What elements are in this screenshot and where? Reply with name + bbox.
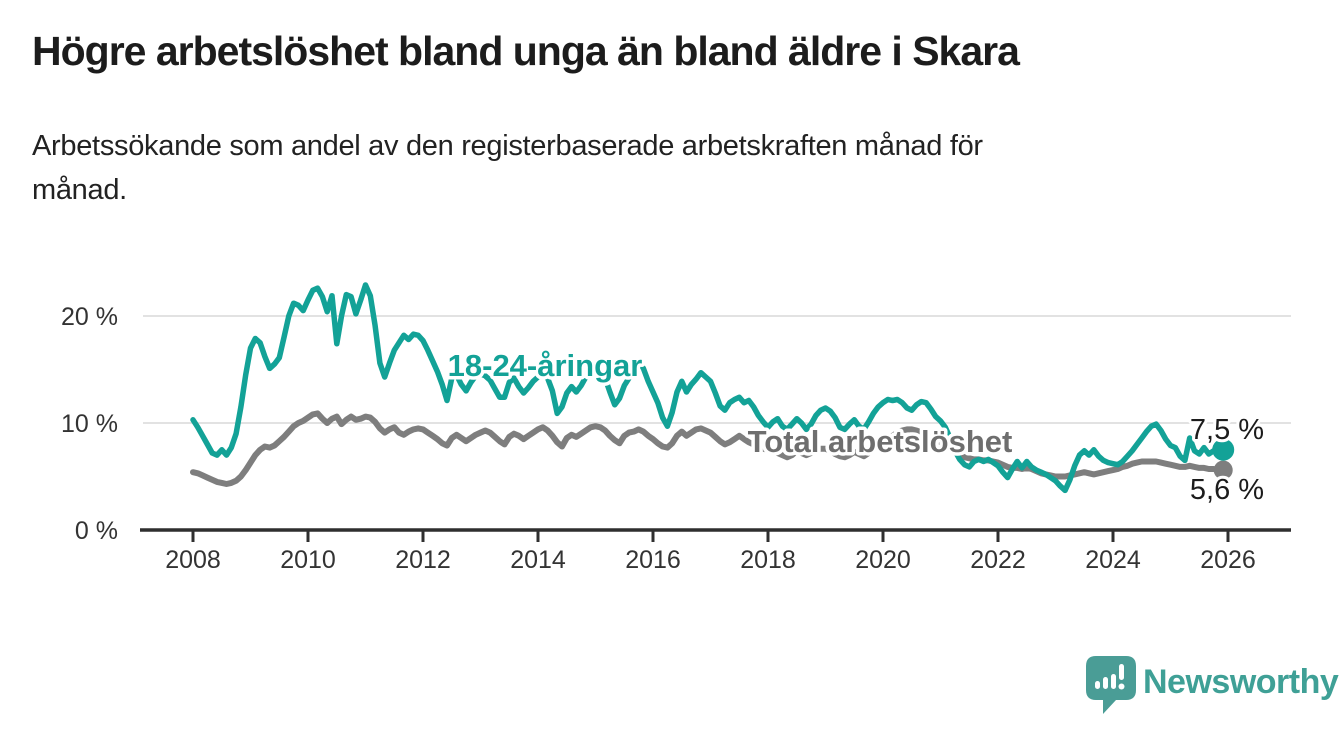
y-axis-tick-label: 0 % — [75, 517, 118, 545]
y-axis-labels: 0 % 10 % 20 % — [61, 303, 118, 545]
end-value-total: 5,6 % — [1190, 474, 1264, 506]
series-label-young: 18-24-åringar — [448, 348, 643, 383]
x-axis-tick-label: 2020 — [855, 546, 911, 574]
x-axis-tick-label: 2016 — [625, 546, 681, 574]
end-point-markers — [1212, 438, 1235, 480]
end-value-labels: 7,5 % 5,6 % — [1187, 411, 1267, 509]
gridlines — [143, 315, 1291, 424]
x-axis-tick-label: 2010 — [280, 546, 336, 574]
line-young — [190, 282, 1226, 494]
x-axis-tick-label: 2012 — [395, 546, 451, 574]
newsworthy-logo[interactable]: Newsworthy — [1086, 656, 1339, 714]
x-axis — [140, 528, 1291, 542]
x-axis-labels: 2008 2010 2012 2014 2016 2018 2020 2022 2024 2026 — [165, 546, 1256, 574]
x-axis-tick-label: 2022 — [970, 546, 1026, 574]
chart-subtitle-line1: Arbetssökande som andel av den registerb… — [32, 130, 983, 162]
x-axis-tick-label: 2024 — [1085, 546, 1141, 574]
series-labels: 18-24-åringar Total arbetslöshet — [444, 345, 1016, 463]
y-axis-tick-label: 20 % — [61, 303, 118, 331]
line-total — [190, 410, 1227, 487]
end-dot-young — [1212, 438, 1235, 461]
y-axis-tick-label: 10 % — [61, 410, 118, 438]
logo-barchart-icon — [1095, 664, 1125, 690]
chart-subtitle: Arbetssökande som andel av den registerb… — [32, 124, 1252, 212]
series-label-total: Total arbetslöshet — [748, 424, 1013, 459]
brand-name: Newsworthy — [1143, 663, 1339, 701]
data-lines — [190, 282, 1227, 494]
page-title: Högre arbetslöshet bland unga än bland ä… — [32, 28, 1020, 74]
end-value-young: 7,5 % — [1190, 414, 1264, 446]
chart-subtitle-line2: månad. — [32, 174, 127, 206]
x-axis-tick-label: 2008 — [165, 546, 221, 574]
end-dot-total — [1213, 460, 1233, 480]
x-axis-tick-label: 2014 — [510, 546, 566, 574]
x-axis-tick-label: 2026 — [1200, 546, 1256, 574]
x-axis-tick-label: 2018 — [740, 546, 796, 574]
